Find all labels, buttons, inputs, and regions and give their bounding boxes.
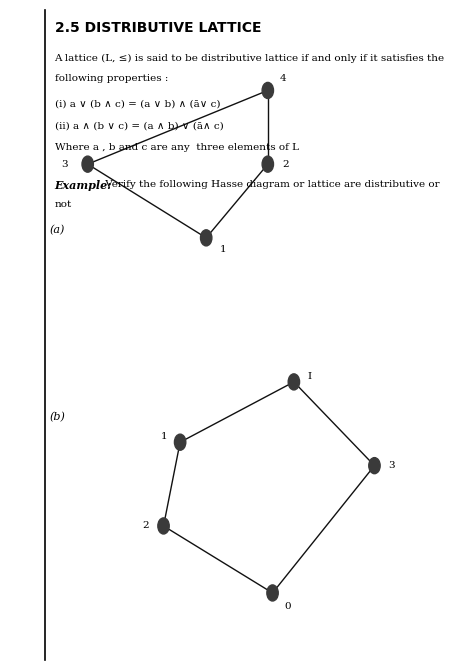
Text: 2.5 DISTRIBUTIVE LATTICE: 2.5 DISTRIBUTIVE LATTICE <box>55 21 261 36</box>
Text: following properties :: following properties : <box>55 74 168 82</box>
Text: Example:: Example: <box>55 180 112 191</box>
Circle shape <box>369 458 380 474</box>
Text: (b): (b) <box>50 412 65 422</box>
Circle shape <box>174 434 186 450</box>
Circle shape <box>262 156 273 172</box>
Text: A lattice (L, ≤) is said to be distributive lattice if and only if it satisfies : A lattice (L, ≤) is said to be distribut… <box>55 54 445 63</box>
Text: 1: 1 <box>219 245 226 255</box>
Circle shape <box>267 585 278 601</box>
Text: Verify the following Hasse diagram or lattice are distributive or: Verify the following Hasse diagram or la… <box>102 180 439 189</box>
Text: 4: 4 <box>280 74 286 83</box>
Text: 2: 2 <box>142 521 149 531</box>
Text: Where a , b and c are any  three elements of L: Where a , b and c are any three elements… <box>55 143 299 152</box>
Text: (a): (a) <box>50 224 65 234</box>
Text: 1: 1 <box>161 432 168 442</box>
Text: I: I <box>307 372 311 381</box>
Text: not: not <box>55 200 72 209</box>
Circle shape <box>201 230 212 246</box>
Text: 0: 0 <box>284 602 291 611</box>
Circle shape <box>262 82 273 98</box>
Text: 3: 3 <box>62 159 68 169</box>
Text: 2: 2 <box>282 159 289 169</box>
Circle shape <box>158 518 169 534</box>
Text: (ii) a ∧ (b ∨ c) = (a ∧ b) ∨ (ā∧ c): (ii) a ∧ (b ∨ c) = (a ∧ b) ∨ (ā∧ c) <box>55 121 223 130</box>
Circle shape <box>82 156 93 172</box>
Text: 3: 3 <box>389 461 395 470</box>
Circle shape <box>288 374 300 390</box>
Text: (i) a ∨ (b ∧ c) = (a ∨ b) ∧ (ā∨ c): (i) a ∨ (b ∧ c) = (a ∨ b) ∧ (ā∨ c) <box>55 99 220 108</box>
